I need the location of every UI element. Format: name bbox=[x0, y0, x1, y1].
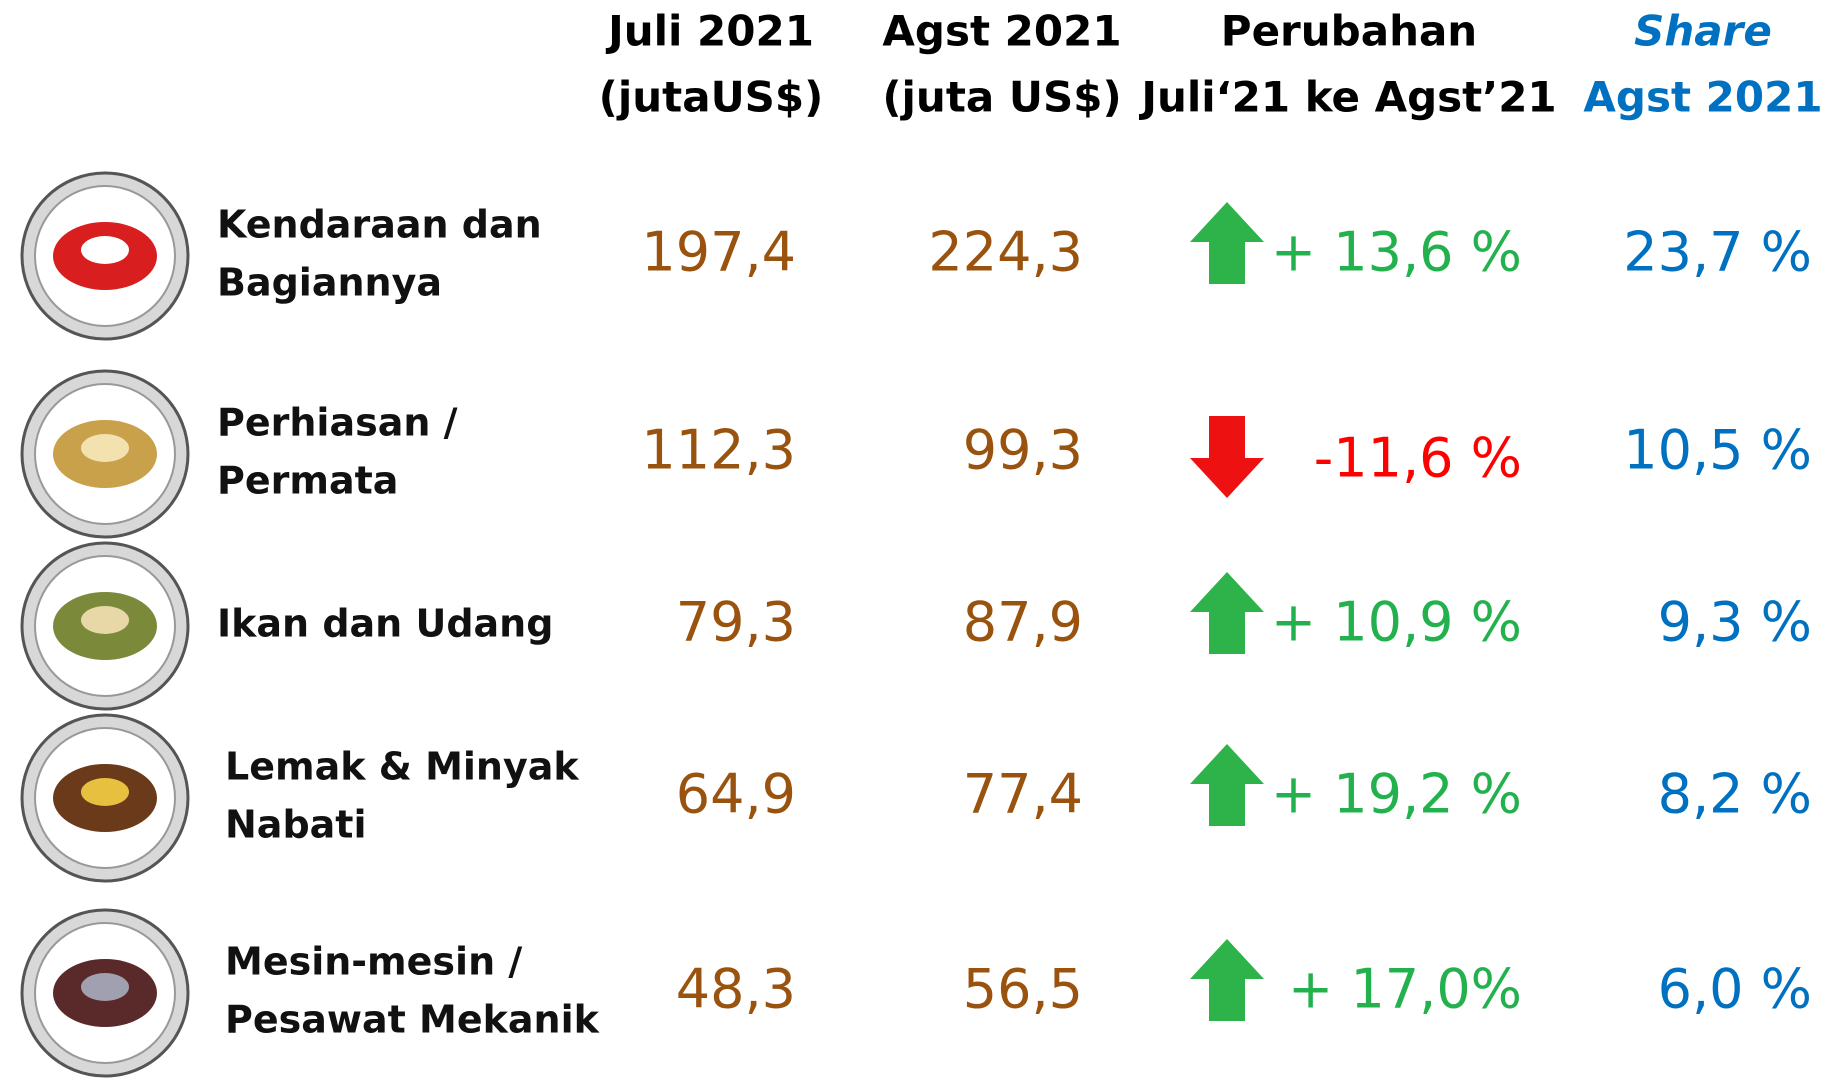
agst-value: 56,5 bbox=[963, 958, 1083, 1021]
arrow-up bbox=[1190, 939, 1264, 1021]
juli-value: 64,9 bbox=[676, 763, 796, 826]
agst-value: 224,3 bbox=[928, 221, 1083, 284]
row-label: Ikan dan Udang bbox=[217, 602, 553, 646]
juli-value: 197,4 bbox=[641, 221, 796, 284]
row-label: Kendaraan dan bbox=[217, 203, 542, 247]
column-header: Share bbox=[1634, 7, 1772, 56]
arrow-up bbox=[1190, 744, 1264, 826]
share-value: 10,5 % bbox=[1623, 419, 1812, 482]
row-icon bbox=[22, 715, 188, 881]
column-header: (jutaUS$) bbox=[599, 73, 824, 122]
arrow-up bbox=[1190, 572, 1264, 654]
icon-detail bbox=[81, 778, 129, 806]
row-label: Mesin-mesin / bbox=[225, 940, 522, 984]
change-value: -11,6 % bbox=[1314, 427, 1522, 490]
change-value: + 10,9 % bbox=[1271, 591, 1522, 654]
column-header: Juli‘21 ke Agst’21 bbox=[1138, 73, 1556, 122]
share-value: 23,7 % bbox=[1623, 221, 1812, 284]
change-value: + 13,6 % bbox=[1271, 221, 1522, 284]
icon-detail bbox=[81, 434, 129, 462]
row-icon bbox=[22, 371, 188, 537]
infographic: Juli 2021 (jutaUS$) Agst 2021 (juta US$) Per… bbox=[0, 0, 1827, 1081]
row-label: Permata bbox=[217, 459, 398, 503]
juli-value: 48,3 bbox=[676, 958, 796, 1021]
arrow-down bbox=[1190, 416, 1264, 498]
page: Juli 2021 (jutaUS$) Agst 2021 (juta US$) Per… bbox=[0, 0, 1827, 1081]
row-label: Nabati bbox=[225, 803, 366, 847]
column-header: Agst 2021 bbox=[882, 7, 1121, 56]
arrow-up bbox=[1190, 202, 1264, 284]
share-value: 6,0 % bbox=[1658, 958, 1812, 1021]
row-label: Perhiasan / bbox=[217, 401, 458, 445]
icon-detail bbox=[81, 973, 129, 1001]
row-icon bbox=[22, 543, 188, 709]
column-header: (juta US$) bbox=[882, 73, 1121, 122]
agst-value: 87,9 bbox=[963, 591, 1083, 654]
change-value: + 17,0% bbox=[1288, 958, 1522, 1021]
juli-value: 112,3 bbox=[641, 419, 796, 482]
column-header: Agst 2021 bbox=[1583, 73, 1822, 122]
column-header: Juli 2021 bbox=[605, 7, 814, 56]
row-icon bbox=[22, 910, 188, 1076]
share-value: 9,3 % bbox=[1658, 591, 1812, 654]
row-icon bbox=[22, 173, 188, 339]
juli-value: 79,3 bbox=[676, 591, 796, 654]
share-value: 8,2 % bbox=[1658, 763, 1812, 826]
icon-detail bbox=[81, 606, 129, 634]
column-header: Perubahan bbox=[1221, 7, 1477, 56]
agst-value: 99,3 bbox=[963, 419, 1083, 482]
icon-detail bbox=[81, 236, 129, 264]
row-label: Bagiannya bbox=[217, 261, 442, 305]
row-label: Lemak & Minyak bbox=[225, 745, 579, 789]
row-label: Pesawat Mekanik bbox=[225, 998, 600, 1042]
agst-value: 77,4 bbox=[963, 763, 1083, 826]
change-value: + 19,2 % bbox=[1271, 763, 1522, 826]
